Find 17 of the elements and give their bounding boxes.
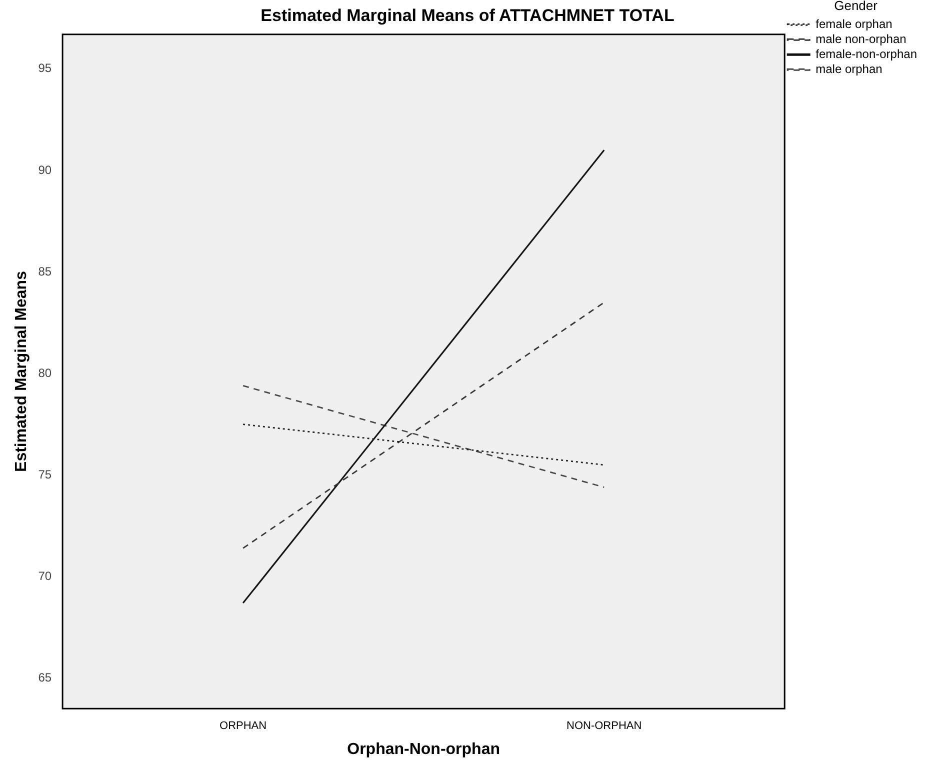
y-tick-label: 65	[38, 670, 52, 684]
y-tick-label: 70	[38, 568, 52, 583]
y-tick-label: 95	[38, 61, 52, 76]
x-tick-label: NON-ORPHAN	[566, 720, 642, 732]
legend-label: female-non-orphan	[816, 46, 918, 61]
y-axis-title: Estimated Marginal Means	[13, 270, 30, 472]
x-tick-label: ORPHAN	[220, 720, 267, 732]
y-tick-label: 80	[38, 366, 52, 380]
legend-label: male orphan	[816, 62, 882, 76]
legend-title: Gender	[834, 0, 878, 14]
chart-title: Estimated Marginal Means of ATTACHMNET TOTAL	[260, 6, 674, 25]
y-tick-label: 85	[38, 264, 52, 278]
legend-label: female orphan	[816, 16, 892, 31]
y-tick-label: 75	[38, 467, 52, 482]
y-tick-label: 90	[38, 162, 52, 177]
x-axis-title: Orphan-Non-orphan	[347, 740, 500, 758]
legend-label: male non-orphan	[816, 32, 906, 46]
